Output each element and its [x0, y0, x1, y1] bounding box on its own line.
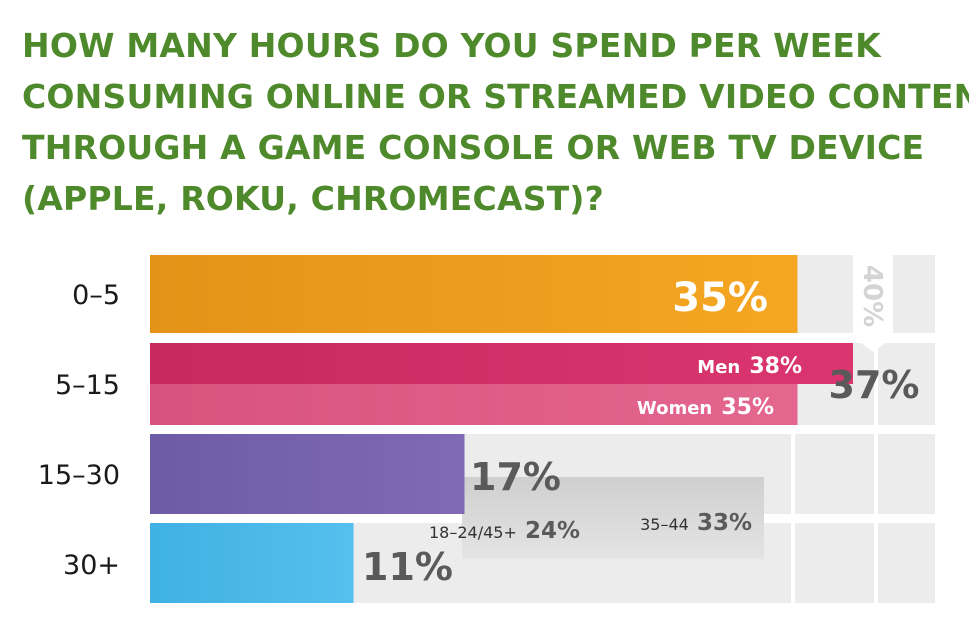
category-label-5-15: 5–15	[55, 370, 120, 401]
bar-15-30	[150, 434, 465, 514]
title-line-4: (APPLE, ROKU, CHROMECAST)?	[22, 179, 605, 218]
callout-box-18-24	[462, 477, 592, 559]
breakdown-35-44-value: 33%	[697, 510, 752, 536]
category-label-30-plus: 30+	[63, 550, 120, 581]
bar-30-plus	[150, 523, 354, 603]
breakdown-men-value: 38%	[749, 354, 802, 379]
category-label-15-30: 15–30	[38, 460, 120, 491]
bar-5-15-women	[150, 384, 798, 425]
value-label-5-15: 37%	[829, 363, 920, 407]
breakdown-35-44: 35–44 33%	[640, 510, 752, 536]
bar-5-15-men	[150, 343, 853, 384]
callout-value-40: 40%	[857, 265, 887, 327]
breakdown-women: Women 35%	[637, 395, 774, 420]
breakdown-women-value: 35%	[721, 395, 774, 420]
breakdown-35-44-label: 35–44	[640, 515, 689, 534]
callout-box-35-44	[592, 477, 764, 559]
breakdown-18-24: 18–24/45+ 24%	[429, 518, 580, 544]
callout-notch-40	[853, 337, 893, 352]
title-line-1: HOW MANY HOURS DO YOU SPEND PER WEEK	[22, 26, 881, 65]
bar-0-5	[150, 255, 798, 333]
breakdown-women-label: Women	[637, 398, 712, 419]
callout-box-40	[853, 255, 893, 337]
title-line-3: THROUGH A GAME CONSOLE OR WEB TV DEVICE	[22, 128, 925, 167]
breakdown-18-24-value: 24%	[525, 518, 580, 544]
value-label-0-5: 35%	[672, 275, 768, 321]
breakdown-men-label: Men	[697, 357, 740, 378]
breakdown-men: Men 38%	[697, 354, 802, 379]
chart-title: HOW MANY HOURS DO YOU SPEND PER WEEK CON…	[22, 20, 969, 224]
value-label-30-plus: 11%	[362, 545, 453, 589]
title-line-2: CONSUMING ONLINE OR STREAMED VIDEO CONTE…	[22, 77, 969, 116]
value-label-15-30: 17%	[470, 455, 561, 499]
category-label-0-5: 0–5	[72, 280, 120, 311]
breakdown-18-24-label: 18–24/45+	[429, 523, 517, 542]
